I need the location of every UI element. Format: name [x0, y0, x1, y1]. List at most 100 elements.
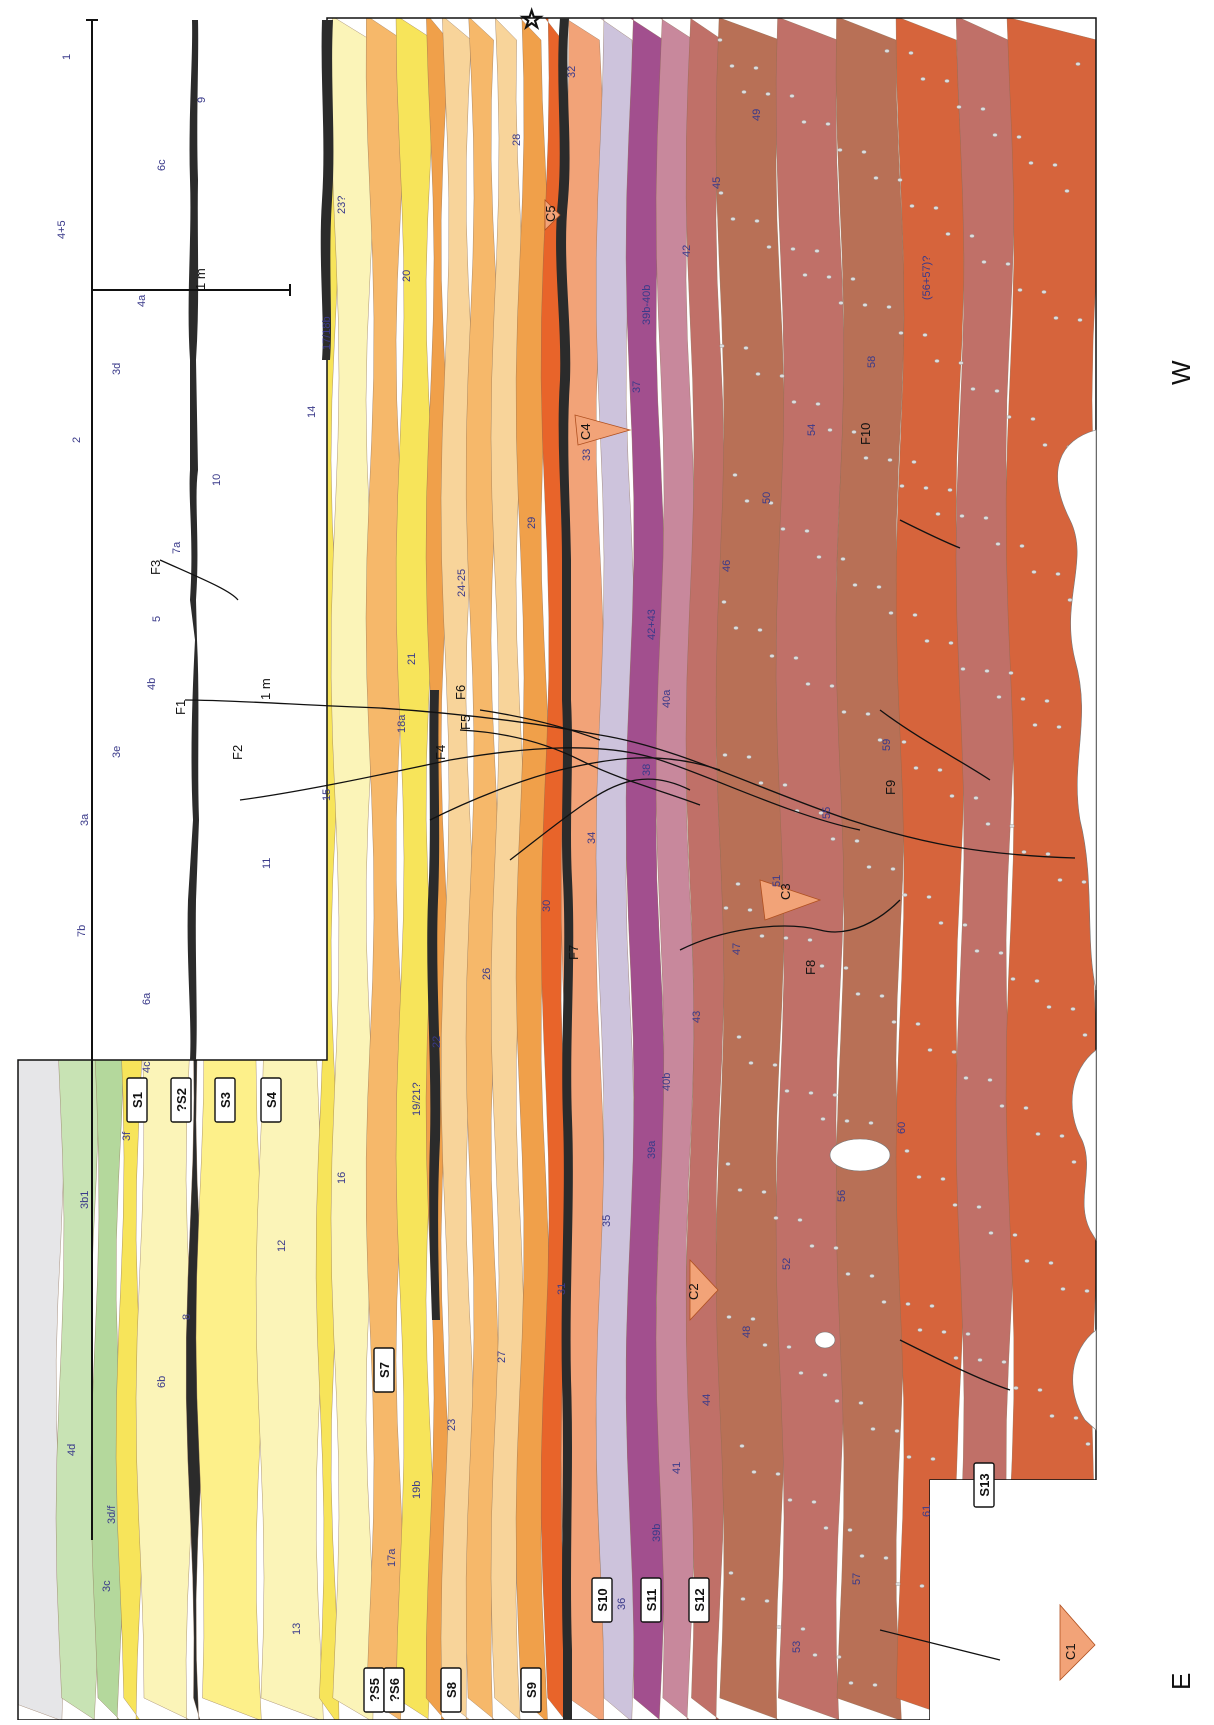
clast — [1068, 598, 1072, 601]
clast — [884, 1556, 888, 1559]
clast — [780, 374, 784, 377]
clast — [770, 654, 774, 657]
clast — [988, 1078, 992, 1081]
clast — [833, 1093, 837, 1096]
clast — [742, 90, 746, 93]
clast — [799, 1371, 803, 1374]
clast — [1020, 544, 1024, 547]
clast — [942, 1330, 946, 1333]
section-marker-label: S8 — [444, 1682, 459, 1698]
clast — [1061, 1287, 1065, 1290]
section-marker: ?S5 — [364, 1668, 384, 1712]
clast — [813, 1653, 817, 1656]
clast — [731, 217, 735, 220]
clast — [773, 1063, 777, 1066]
fault-label: F5 — [458, 715, 473, 730]
clast — [948, 488, 952, 491]
fault-label: F7 — [566, 945, 581, 960]
clast — [914, 766, 918, 769]
clast — [798, 1218, 802, 1221]
clast — [1082, 880, 1086, 883]
clast — [1022, 850, 1026, 853]
clast — [1058, 878, 1062, 881]
unit-label: 49 — [751, 109, 763, 121]
clast — [791, 247, 795, 250]
section-marker: S11 — [641, 1578, 661, 1622]
unit-label: 6a — [141, 992, 153, 1005]
clast — [1002, 1360, 1006, 1363]
clast — [892, 1020, 896, 1023]
clast — [1072, 1160, 1076, 1163]
unit-label: 29 — [526, 517, 538, 529]
unit-label: 51 — [771, 875, 783, 887]
clast — [744, 346, 748, 349]
clast — [871, 1427, 875, 1430]
clast — [748, 908, 752, 911]
clast — [930, 1304, 934, 1307]
unit-label: 4c — [141, 1061, 153, 1073]
unit-label: 37 — [631, 381, 643, 393]
clast — [920, 1584, 924, 1587]
clast — [996, 542, 1000, 545]
unit-label: 19b — [411, 1481, 423, 1499]
fault-label: F4 — [433, 745, 448, 760]
clast — [931, 1457, 935, 1460]
clast — [820, 964, 824, 967]
clast — [755, 219, 759, 222]
clast — [938, 768, 942, 771]
unit-label: 1 — [61, 54, 73, 60]
unit-label: 3a — [79, 813, 91, 826]
clast — [1038, 1388, 1042, 1391]
unit-label: 20 — [401, 270, 413, 282]
clast — [851, 277, 855, 280]
clast — [995, 389, 999, 392]
clast — [805, 529, 809, 532]
clast — [889, 611, 893, 614]
clast — [1086, 1442, 1090, 1445]
clast — [873, 1683, 877, 1686]
clast — [759, 781, 763, 784]
clast — [802, 120, 806, 123]
clast — [784, 936, 788, 939]
clast — [985, 669, 989, 672]
unit-label: 11 — [261, 858, 273, 869]
unit-label: 35 — [601, 1215, 613, 1227]
unit-label: 40a — [661, 689, 673, 708]
clast — [1047, 1005, 1051, 1008]
unit-label: 13 — [291, 1623, 303, 1635]
clast — [730, 64, 734, 67]
unit-label: 21 — [406, 653, 418, 665]
unit-label: 2 — [71, 437, 83, 443]
clast — [787, 1345, 791, 1348]
layer-bands — [0, 18, 1100, 1720]
clast — [1045, 699, 1049, 702]
clast — [923, 333, 927, 336]
clast — [949, 641, 953, 644]
clast — [978, 1358, 982, 1361]
unit-label: 46 — [721, 560, 733, 572]
unit-label: 4+5 — [56, 220, 68, 239]
clast — [946, 232, 950, 235]
clast — [945, 79, 949, 82]
fault-label: F6 — [453, 685, 468, 700]
clast — [913, 613, 917, 616]
unit-label: 26 — [481, 968, 493, 980]
cut-label: C4 — [578, 423, 593, 440]
unit-label: 61 — [921, 1505, 933, 1517]
clast — [720, 344, 724, 347]
unit-label: 55 — [821, 807, 833, 819]
fault-label: F8 — [803, 960, 818, 975]
clast — [891, 867, 895, 870]
clast — [762, 1190, 766, 1193]
section-marker-label: S12 — [692, 1588, 707, 1611]
clast — [1057, 725, 1061, 728]
section-marker: ?S2 — [171, 1078, 191, 1122]
clast — [869, 1121, 873, 1124]
unit-label: 5 — [151, 616, 163, 622]
unit-label: 45 — [711, 177, 723, 189]
clast — [1014, 1386, 1018, 1389]
clast — [888, 458, 892, 461]
section-marker: S13 — [974, 1463, 994, 1507]
west-label: W — [1166, 360, 1196, 385]
